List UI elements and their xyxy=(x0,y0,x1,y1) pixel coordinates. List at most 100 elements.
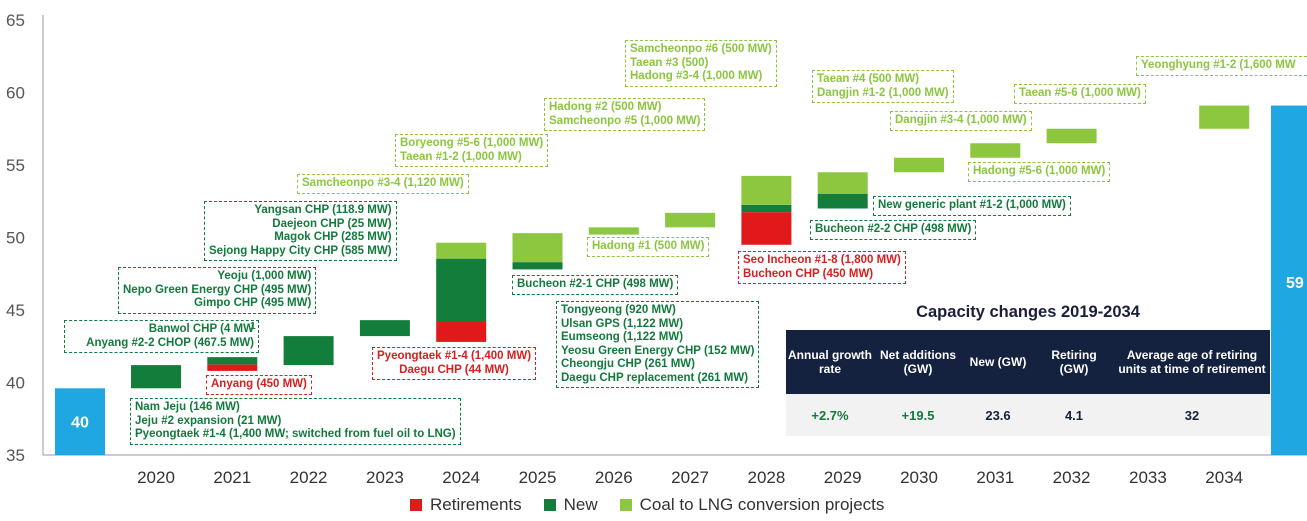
annotation-2026-conversion: Hadong #1 (500 MW) xyxy=(587,237,710,257)
x-tick-label: 2034 xyxy=(1205,468,1243,487)
annotation-2021-new: Banwol CHP (4 MW Anyang #2-2 CHOP (467.5 … xyxy=(64,320,259,353)
bar-conversion-2030 xyxy=(894,157,944,173)
annotation-line: Nepo Green Energy CHP (495 MW) xyxy=(123,283,312,296)
bar-conversion-2027 xyxy=(665,212,716,228)
y-tick-label: 55 xyxy=(6,156,25,175)
annotation-2025-new: Bucheon #2-1 CHP (498 MW) xyxy=(512,275,679,295)
summary-value-growth: +2.7% xyxy=(786,394,874,436)
legend-label-new: New xyxy=(563,495,598,514)
bar-retire-2024 xyxy=(436,321,487,342)
x-tick-label: 2029 xyxy=(824,468,862,487)
annotation-2020-new: Nam Jeju (146 MW) Jeju #2 expansion (21 M… xyxy=(130,398,461,445)
annotation-line: Taean #1-2 (1,000 MW) xyxy=(400,150,522,163)
annotation-line: Pyeongtaek #1-4 (1,400 MW; switched from… xyxy=(135,428,456,440)
annotation-2024-conversion: Samcheonpo #3-4 (1,120 MW) xyxy=(297,174,469,194)
bar-conversion-2024 xyxy=(436,242,487,259)
chart-legend: Retirements New Coal to LNG conversion p… xyxy=(410,495,884,515)
annotation-line: Seo Incheon #1-8 (1,800 MW) xyxy=(743,254,901,266)
annotation-line: Daejeon CHP (25 MW) xyxy=(272,217,392,230)
annotation-line: Samcheonpo #3-4 (1,120 MW) xyxy=(302,177,464,189)
x-tick-label: 2032 xyxy=(1053,468,1091,487)
x-tick-label: 2021 xyxy=(213,468,251,487)
bar-conversion-2028 xyxy=(741,175,792,205)
annotation-line: Samcheonpo #6 (500 MW) xyxy=(630,43,772,55)
annotation-line: Pyeongtaek #1-4 (1,400 MW) xyxy=(377,350,532,362)
x-tick-label: 2025 xyxy=(519,468,557,487)
annotation-line: Yeosu Green Energy CHP (152 MW) xyxy=(561,344,755,357)
x-tick-label: 2028 xyxy=(747,468,785,487)
annotation-2030-conversion: Dangjin #3-4 (1,000 MW) xyxy=(890,111,1032,131)
annotation-2024-retire: Pyeongtaek #1-4 (1,400 MW) Daegu CHP (44 … xyxy=(372,347,537,380)
x-tick-label: 2020 xyxy=(137,468,175,487)
annotation-2032-conversion: Taean #5-6 (1,000 MW) xyxy=(1014,84,1146,104)
annotation-line: Dangjin #3-4 (1,000 MW) xyxy=(895,114,1027,126)
annotation-line: Bucheon #2-1 CHP (498 MW) xyxy=(517,278,674,290)
annotation-2026-new: Tongyeong (920 MW) Ulsan GPS (1,122 MW) Eu… xyxy=(556,301,760,388)
y-tick-label: 35 xyxy=(6,446,25,465)
annotation-2034-conversion: Yeonghyung #1-2 (1,600 MW xyxy=(1136,56,1307,76)
bar-retire-2028 xyxy=(741,212,792,245)
annotation-line: Hadong #1 (500 MW) xyxy=(592,240,705,252)
bar-new-2024 xyxy=(436,258,487,322)
annotation-2027-conversion: Hadong #2 (500 MW) Samcheonpo #5 (1,000 M… xyxy=(544,98,706,131)
bar-new-2021 xyxy=(207,357,258,365)
annotation-line: New generic plant #1-2 (1,000 MW) xyxy=(878,199,1066,211)
annotation-line: Nam Jeju (146 MW) xyxy=(135,401,240,413)
annotation-line: Hadong #2 (500 MW) xyxy=(549,101,662,113)
annotation-line: Ulsan GPS (1,122 MW) xyxy=(561,317,684,330)
annotation-2028-conversion: Samcheonpo #6 (500 MW) Taean #3 (500) Hado… xyxy=(625,40,777,87)
annotation-line: Banwol CHP (4 MW xyxy=(148,323,254,335)
annotation-2028-retire: Seo Incheon #1-8 (1,800 MW) Bucheon CHP (… xyxy=(738,251,906,284)
bar-conversion-2032 xyxy=(1046,128,1097,144)
legend-item-new: New xyxy=(543,495,598,515)
summary-header-age: Average age of retiring units at time of… xyxy=(1114,330,1270,394)
annotation-2023-new: Yangsan CHP (118.9 MW) Daejeon CHP (25 MW… xyxy=(204,201,397,261)
annotation-2022-new: Yeoju (1,000 MW) Nepo Green Energy CHP (4… xyxy=(118,267,317,314)
annotation-line: Hadong #5-6 (1,000 MW) xyxy=(973,165,1106,177)
annotation-line: Daegu CHP (44 MW) xyxy=(399,363,509,376)
summary-header-net: Net additions (GW) xyxy=(874,330,962,394)
x-tick-label: 2027 xyxy=(671,468,709,487)
annotation-line: Eumseong (1,122 MW) xyxy=(561,331,684,343)
bar-new-2028 xyxy=(741,204,792,213)
x-tick-label: 2031 xyxy=(976,468,1014,487)
annotation-line: Taean #3 (500) xyxy=(630,56,709,69)
annotation-line: Bucheon CHP (450 MW) xyxy=(743,267,874,280)
summary-value-net: +19.5 xyxy=(874,394,962,436)
annotation-line: Gimpo CHP (495 MW) xyxy=(193,297,312,309)
annotation-2031-conversion: Hadong #5-6 (1,000 MW) xyxy=(968,162,1111,182)
summary-header-retiring: Retiring (GW) xyxy=(1034,330,1114,394)
start-capacity-bar xyxy=(55,388,105,455)
annotation-2021-retire: Anyang (450 MW) xyxy=(206,375,312,395)
bar-conversion-2026 xyxy=(588,227,639,235)
summary-title: Capacity changes 2019-2034 xyxy=(916,303,1140,321)
annotation-line: Dangjin #1-2 (1,000 MW) xyxy=(817,86,949,99)
x-tick-label: 2030 xyxy=(900,468,938,487)
annotation-line: Boryeong #5-6 (1,000 MW) xyxy=(400,137,544,149)
bar-conversion-2031 xyxy=(970,143,1021,158)
bar-conversion-2025 xyxy=(512,233,563,263)
annotation-line: Bucheon #2-2 CHP (498 MW) xyxy=(815,223,972,235)
bar-new-2020 xyxy=(131,365,181,389)
legend-item-retirements: Retirements xyxy=(410,495,522,515)
legend-label-conversion: Coal to LNG conversion projects xyxy=(639,495,885,514)
bar-conversion-2029 xyxy=(817,172,868,194)
annotation-2021-marker: 1 xyxy=(250,321,256,332)
y-tick-label: 45 xyxy=(6,301,25,320)
end-capacity-bar xyxy=(1271,105,1307,456)
annotation-line: Jeju #2 expansion (21 MW) xyxy=(135,414,282,427)
bar-new-2025 xyxy=(512,262,563,270)
summary-value-age: 32 xyxy=(1114,394,1270,436)
annotation-line: Yeoju (1,000 MW) xyxy=(217,270,312,282)
summary-header-row: Annual growth rate Net additions (GW) Ne… xyxy=(786,330,1270,394)
bar-new-2023 xyxy=(359,320,410,337)
legend-label-retirements: Retirements xyxy=(430,495,522,514)
x-tick-label: 2026 xyxy=(595,468,633,487)
y-tick-label: 40 xyxy=(6,374,25,393)
y-tick-label: 50 xyxy=(6,229,25,248)
y-tick-label: 60 xyxy=(6,84,25,103)
annotation-2030-new: New generic plant #1-2 (1,000 MW) xyxy=(873,196,1071,216)
annotation-line: Hadong #3-4 (1,000 MW) xyxy=(630,70,763,82)
x-tick-label: 2024 xyxy=(442,468,480,487)
